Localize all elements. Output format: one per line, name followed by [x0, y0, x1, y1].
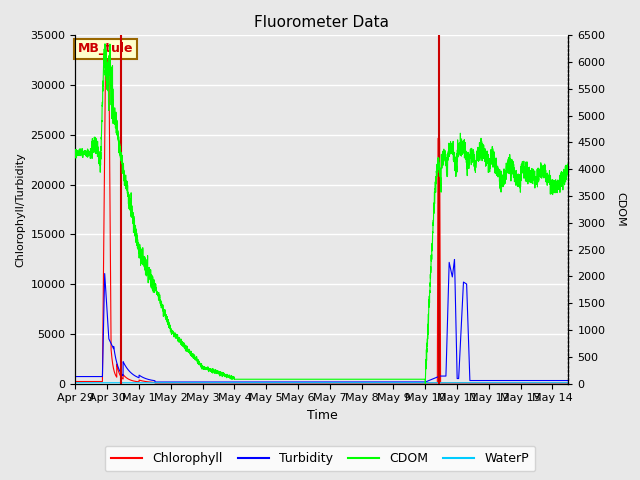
X-axis label: Time: Time — [307, 409, 337, 422]
Title: Fluorometer Data: Fluorometer Data — [255, 15, 389, 30]
Text: MB_tule: MB_tule — [78, 42, 133, 55]
Legend: Chlorophyll, Turbidity, CDOM, WaterP: Chlorophyll, Turbidity, CDOM, WaterP — [105, 446, 535, 471]
Y-axis label: Chlorophyll/Turbidity: Chlorophyll/Turbidity — [15, 152, 25, 267]
Y-axis label: CDOM: CDOM — [615, 192, 625, 227]
